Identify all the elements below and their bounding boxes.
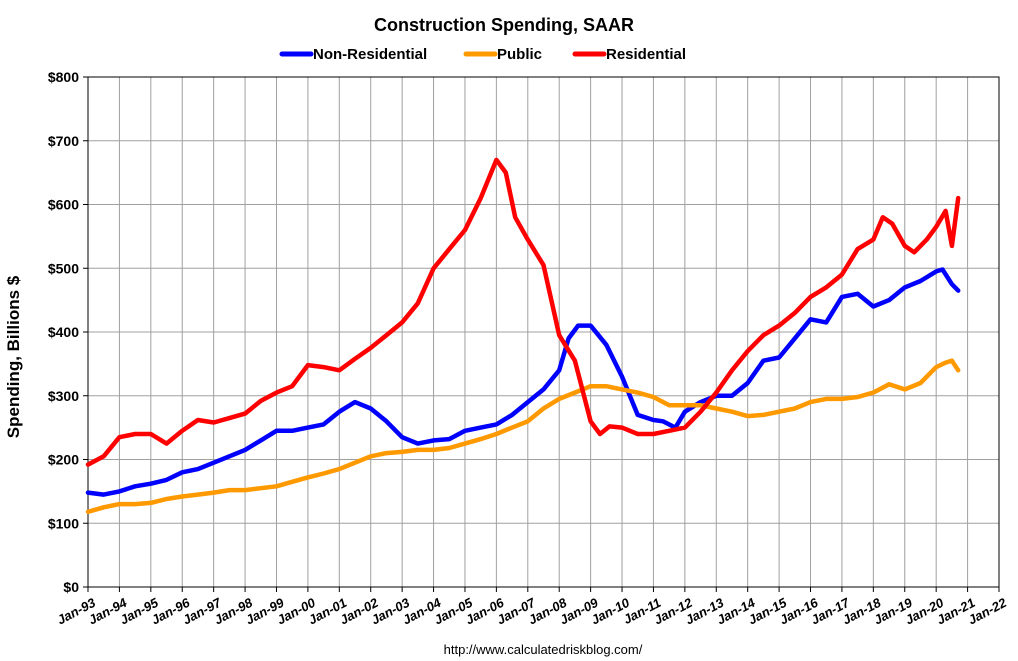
- y-axis-label: Spending, Billions $: [4, 275, 23, 438]
- source-url[interactable]: http://www.calculatedriskblog.com/: [444, 642, 643, 657]
- y-tick-label: $600: [48, 197, 79, 213]
- legend-label: Residential: [606, 46, 686, 63]
- series-line-non-residential: [85, 267, 961, 497]
- series-line-public: [85, 358, 961, 515]
- legend-label: Public: [497, 46, 542, 63]
- y-tick-label: $800: [48, 69, 79, 85]
- y-tick-label: $100: [48, 515, 79, 531]
- series-layer: [85, 157, 961, 515]
- y-tick-label: $300: [48, 388, 79, 404]
- legend-label: Non-Residential: [313, 46, 427, 63]
- y-tick-label: $500: [48, 260, 79, 276]
- y-tick-label: $200: [48, 452, 79, 468]
- series-line-residential: [85, 157, 961, 467]
- chart-title: Construction Spending, SAAR: [374, 15, 634, 35]
- y-axis-ticks: $0 $100 $200 $300 $400 $500 $600 $700 $800: [48, 69, 88, 595]
- legend: Non-Residential Public Residential: [279, 46, 686, 63]
- y-tick-label: $700: [48, 133, 79, 149]
- y-tick-label: $400: [48, 324, 79, 340]
- y-tick-label: $0: [63, 579, 79, 595]
